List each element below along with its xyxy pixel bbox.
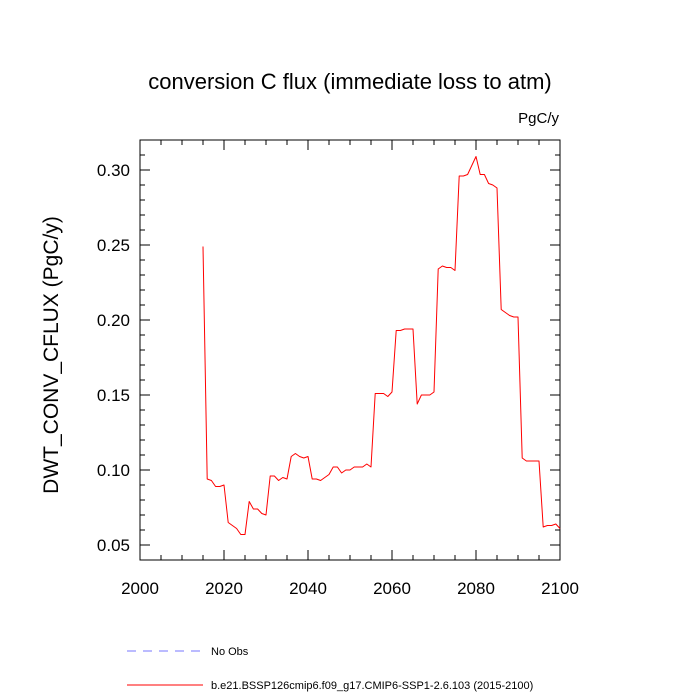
x-tick-label: 2040 bbox=[289, 579, 327, 598]
y-tick-label: 0.20 bbox=[97, 311, 130, 330]
y-tick-label: 0.25 bbox=[97, 236, 130, 255]
legend: No Obs b.e21.BSSP126cmip6.f09_g17.CMIP6-S… bbox=[127, 646, 533, 692]
y-axis-label: DWT_CONV_CFLUX (PgC/y) bbox=[40, 216, 63, 494]
y-tick-label: 0.05 bbox=[97, 536, 130, 555]
legend-label: b.e21.BSSP126cmip6.f09_g17.CMIP6-SSP1-2.… bbox=[211, 680, 533, 692]
x-tick-label: 2060 bbox=[373, 579, 411, 598]
plot-frame bbox=[139, 139, 561, 561]
axis-ticks bbox=[139, 139, 561, 561]
series-lines bbox=[202, 156, 561, 535]
y-tick-label: 0.10 bbox=[97, 461, 130, 480]
chart-title: conversion C flux (immediate loss to atm… bbox=[148, 69, 551, 94]
x-tick-labels: 2000 2020 2040 2060 2080 2100 bbox=[121, 579, 579, 598]
x-tick-label: 2020 bbox=[205, 579, 243, 598]
x-tick-label: 2080 bbox=[457, 579, 495, 598]
series-line bbox=[202, 156, 561, 535]
legend-label: No Obs bbox=[211, 646, 249, 658]
x-tick-label: 2000 bbox=[121, 579, 159, 598]
y-tick-label: 0.15 bbox=[97, 386, 130, 405]
x-tick-label: 2100 bbox=[541, 579, 579, 598]
units-label: PgC/y bbox=[518, 110, 559, 127]
y-tick-label: 0.30 bbox=[97, 161, 130, 180]
y-tick-labels: 0.05 0.10 0.15 0.20 0.25 0.30 bbox=[97, 161, 130, 555]
